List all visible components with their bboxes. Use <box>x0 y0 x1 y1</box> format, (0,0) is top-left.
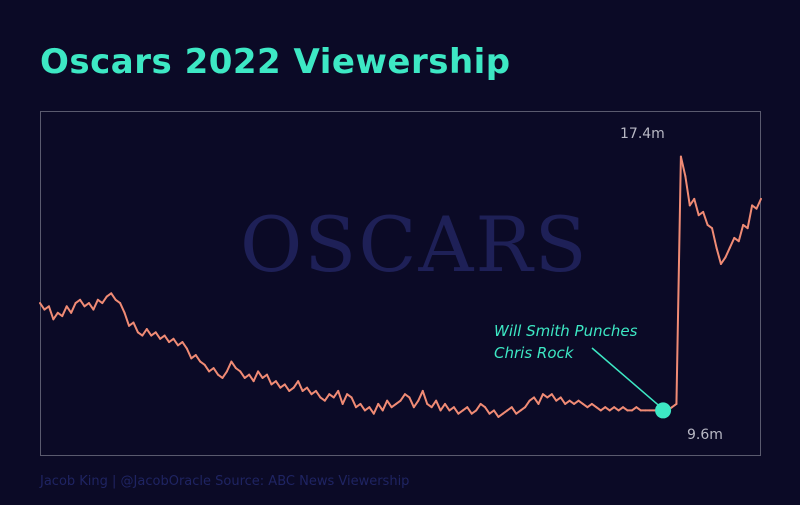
line-segment <box>386 399 393 409</box>
source-credit: Jacob King | @JacobOracle Source: ABC Ne… <box>40 474 410 489</box>
line-segment <box>230 360 237 370</box>
line-segment <box>101 295 108 305</box>
line-segment <box>715 246 722 265</box>
line-segment <box>145 328 153 337</box>
line-segment <box>314 389 322 399</box>
min-value-label: 9.6m <box>687 427 723 443</box>
line-segment <box>341 393 349 405</box>
max-value-label: 17.4m <box>620 126 665 142</box>
line-segment <box>679 155 687 178</box>
line-segment <box>702 210 709 226</box>
line-segment <box>92 298 99 311</box>
line-segment <box>163 334 171 344</box>
line-segment <box>283 383 291 392</box>
line-segment <box>550 393 558 402</box>
line-segment <box>119 302 126 314</box>
line-segment <box>185 347 193 360</box>
line-segment <box>194 354 202 363</box>
line-segment <box>181 341 188 350</box>
line-segment <box>123 311 131 327</box>
line-segment <box>368 406 375 415</box>
line-segment <box>484 406 491 415</box>
line-segment <box>737 223 745 243</box>
line-segment <box>292 380 300 389</box>
line-segment <box>65 305 73 314</box>
line-segment <box>724 246 731 259</box>
chart-title: Oscars 2022 Viewership <box>40 42 511 82</box>
line-segment <box>70 302 77 314</box>
annotation-point-marker <box>655 402 672 419</box>
line-segment <box>728 236 736 249</box>
line-segment <box>719 256 727 265</box>
line-segment <box>337 389 344 405</box>
line-segment <box>350 396 357 409</box>
line-segment <box>452 406 460 415</box>
line-segment <box>755 197 762 210</box>
line-segment <box>323 393 331 402</box>
line-segment <box>61 305 68 318</box>
line-segment <box>110 292 117 301</box>
line-segment <box>252 370 260 383</box>
line-segment <box>257 370 264 379</box>
line-segment <box>306 386 313 396</box>
oscars-watermark: OSCARS <box>240 200 589 289</box>
series-line <box>39 155 762 418</box>
line-segment <box>746 204 754 230</box>
line-segment <box>274 380 282 389</box>
line-segment <box>537 393 544 405</box>
line-segment <box>377 402 384 412</box>
line-segment <box>466 406 473 415</box>
line-segment <box>47 305 55 321</box>
line-segment <box>212 367 220 376</box>
line-segment <box>52 311 59 321</box>
line-segment <box>693 197 700 217</box>
line-segment <box>381 399 389 412</box>
line-segment <box>87 302 95 311</box>
line-segment <box>297 380 304 392</box>
line-segment <box>444 402 451 412</box>
line-segment <box>688 197 696 207</box>
line-segment <box>332 389 340 399</box>
line-segment <box>439 402 447 412</box>
line-segment <box>475 402 482 412</box>
line-segment <box>711 227 718 249</box>
line-segment <box>203 363 211 373</box>
line-segment <box>421 389 429 405</box>
line-segment <box>239 370 246 379</box>
line-segment <box>221 370 228 379</box>
line-segment <box>399 393 406 402</box>
line-segment <box>265 373 273 386</box>
line-segment <box>359 402 366 412</box>
line-segment <box>172 337 179 347</box>
line-segment <box>435 399 442 412</box>
line-segment <box>39 302 46 311</box>
line-segment <box>412 399 420 409</box>
line-segment <box>533 396 540 405</box>
line-segment <box>559 396 567 405</box>
line-segment <box>248 373 255 383</box>
event-annotation: Will Smith Punches Chris Rock <box>494 320 637 364</box>
line-segment <box>492 409 500 418</box>
line-segment <box>430 399 438 409</box>
line-segment <box>141 328 148 337</box>
annotation-line-2: Chris Rock <box>494 344 574 362</box>
line-segment <box>79 298 86 308</box>
annotation-line-1: Will Smith Punches <box>494 322 638 340</box>
line-segment <box>408 396 415 409</box>
line-segment <box>675 155 682 405</box>
line-segment <box>510 406 518 415</box>
line-segment <box>132 321 139 334</box>
line-segment <box>225 360 233 373</box>
line-segment <box>684 175 691 207</box>
line-segment <box>417 389 424 402</box>
plot-frame <box>40 111 761 456</box>
annotation-leader-line <box>591 347 662 409</box>
line-segment <box>154 331 162 340</box>
line-segment <box>372 402 380 415</box>
line-segment <box>524 399 531 409</box>
